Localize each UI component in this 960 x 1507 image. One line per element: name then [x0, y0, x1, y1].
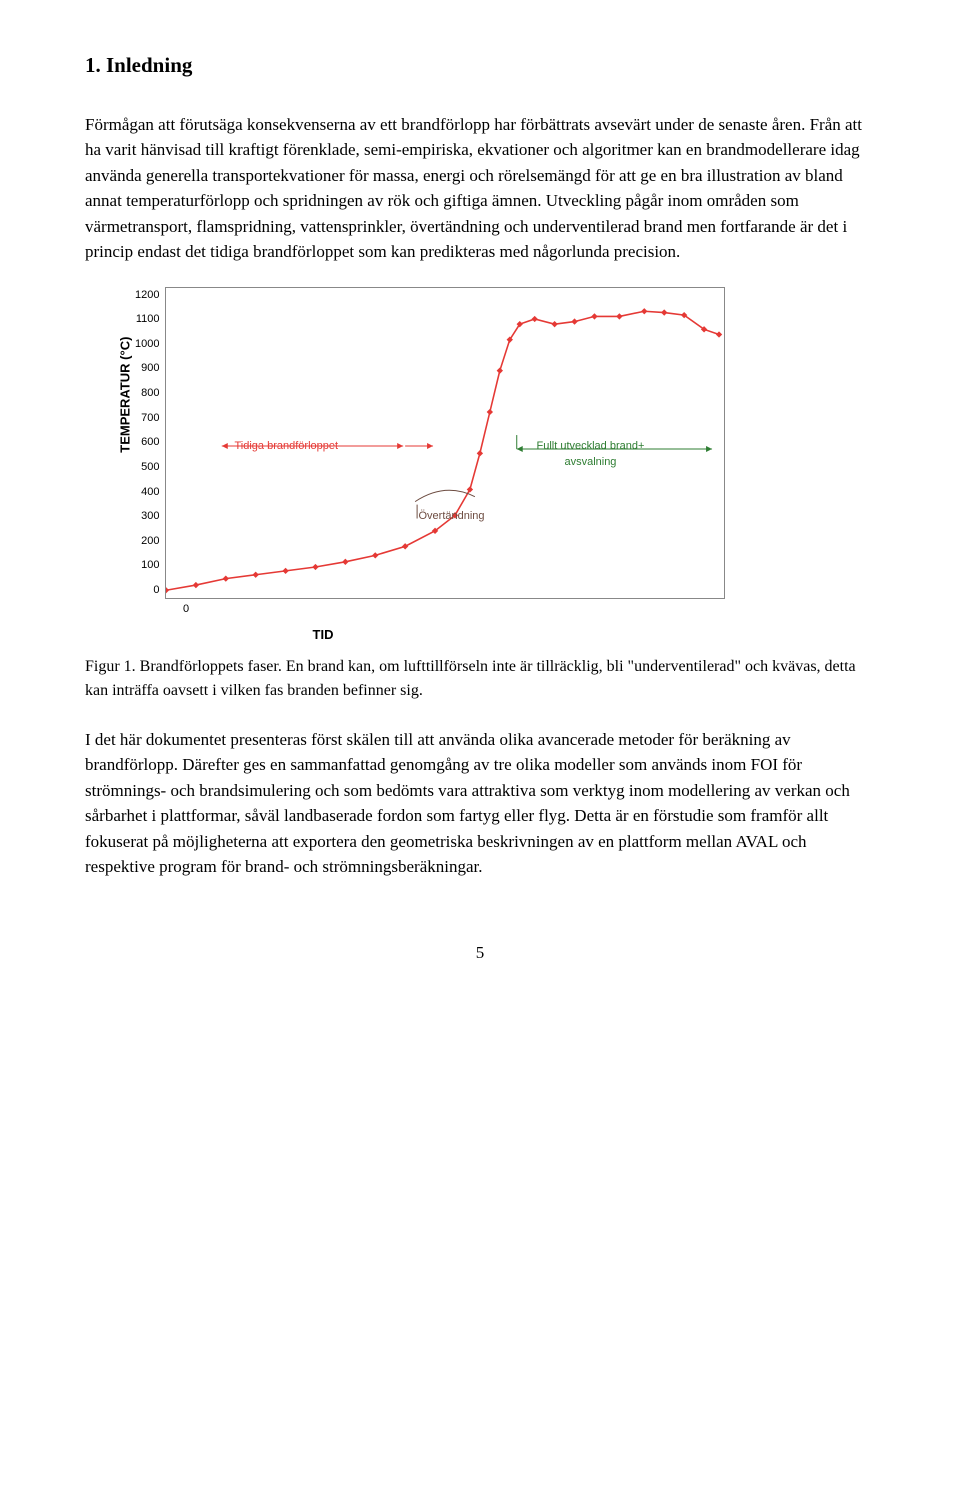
annotation-flashover: Övertändning	[418, 508, 484, 525]
body-paragraph-2: I det här dokumentet presenteras först s…	[85, 727, 875, 880]
annotation-early-phase: Tidiga brandförloppet	[234, 438, 338, 455]
figure-1-chart: TEMPERATUR (°C) 120011001000900800700600…	[115, 287, 775, 645]
chart-x-origin-tick: 0	[183, 601, 775, 618]
page-number: 5	[85, 940, 875, 966]
chart-y-axis-label: TEMPERATUR (°C)	[115, 433, 135, 453]
chart-plot-area: Tidiga brandförloppet Övertändning Fullt…	[165, 287, 725, 599]
annotation-full-developed: Fullt utvecklad brand+avsvalning	[536, 438, 644, 471]
figure-1-caption: Figur 1. Brandförloppets faser. En brand…	[85, 655, 875, 703]
chart-x-axis-label: TID	[283, 625, 363, 645]
chart-y-axis-ticks: 1200110010009008007006005004003002001000	[135, 287, 165, 599]
intro-paragraph: Förmågan att förutsäga konsekvenserna av…	[85, 112, 875, 265]
section-heading: 1. Inledning	[85, 50, 875, 82]
